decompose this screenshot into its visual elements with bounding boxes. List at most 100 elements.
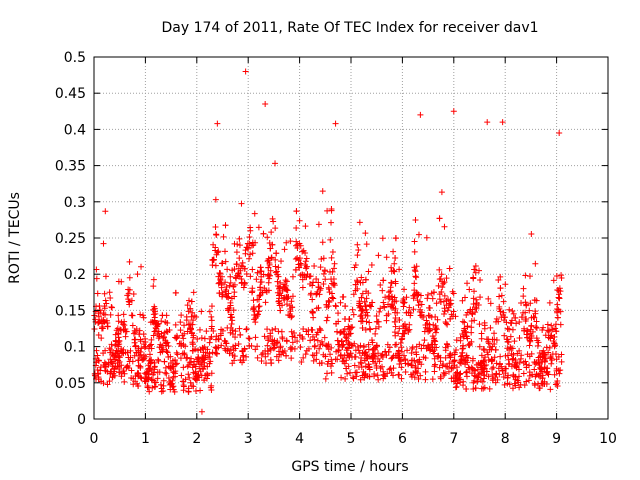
data-point: [181, 351, 188, 358]
data-point: [553, 273, 560, 280]
data-point: [210, 256, 217, 263]
data-point: [354, 343, 361, 350]
data-point: [386, 344, 393, 351]
data-point: [266, 261, 273, 268]
data-point: [358, 355, 365, 362]
y-axis-label: ROTI / TECUs: [7, 192, 23, 284]
data-point: [493, 370, 500, 377]
data-point: [411, 267, 418, 274]
data-point: [297, 344, 304, 351]
data-point: [237, 357, 244, 364]
data-point: [168, 365, 175, 372]
data-point: [375, 323, 382, 330]
data-point: [444, 307, 451, 314]
data-point: [476, 370, 483, 377]
data-point: [237, 331, 244, 338]
data-point: [249, 266, 256, 273]
data-point: [424, 295, 431, 302]
data-point: [472, 304, 479, 311]
data-point: [277, 307, 284, 314]
data-point: [369, 299, 376, 306]
data-point: [388, 369, 395, 376]
data-point: [183, 313, 190, 320]
data-point: [528, 323, 535, 330]
data-point: [506, 306, 513, 313]
data-point: [380, 299, 387, 306]
data-point: [302, 351, 309, 358]
data-point: [392, 254, 399, 261]
data-point: [98, 378, 105, 385]
data-point: [466, 286, 473, 293]
data-point: [523, 364, 530, 371]
data-point: [481, 319, 488, 326]
data-point: [518, 352, 525, 359]
data-point: [317, 327, 324, 334]
data-point: [523, 302, 530, 309]
data-point: [361, 298, 368, 305]
data-point: [429, 295, 436, 302]
data-point: [188, 325, 194, 332]
data-point: [275, 357, 282, 364]
data-point: [250, 297, 257, 304]
data-point: [385, 348, 392, 355]
y-tick-label: 0.2: [64, 267, 86, 283]
data-point: [501, 381, 508, 388]
data-point: [434, 352, 441, 359]
data-point: [373, 342, 380, 349]
data-point: [512, 382, 519, 389]
data-point: [343, 331, 350, 338]
data-point: [102, 311, 109, 318]
data-point: [118, 345, 125, 352]
data-point: [381, 372, 388, 379]
data-point: [365, 361, 372, 368]
data-point: [512, 373, 519, 380]
data-point: [158, 318, 165, 325]
data-point: [472, 269, 479, 276]
data-point: [532, 310, 539, 317]
data-point: [507, 333, 514, 340]
data-point: [181, 330, 188, 337]
data-point: [446, 300, 453, 307]
data-point: [483, 361, 490, 368]
data-point: [368, 337, 375, 344]
data-point: [157, 349, 164, 356]
data-point: [460, 333, 467, 340]
data-point: [223, 283, 230, 290]
x-tick-label: 6: [398, 431, 407, 447]
data-point: [523, 378, 530, 385]
data-point: [356, 219, 363, 226]
data-point: [338, 338, 345, 345]
data-point: [256, 292, 263, 299]
data-point: [289, 339, 296, 346]
data-point: [251, 210, 258, 217]
data-point: [554, 314, 561, 321]
data-point: [208, 317, 215, 324]
data-point: [463, 369, 470, 376]
data-point: [136, 353, 143, 360]
data-point: [554, 305, 561, 312]
data-point: [257, 279, 264, 286]
data-point: [185, 321, 192, 328]
data-point: [268, 229, 275, 236]
data-point: [436, 266, 443, 273]
data-point: [249, 250, 256, 257]
data-point: [337, 352, 344, 359]
data-point: [352, 353, 359, 360]
x-tick-label: 1: [141, 431, 150, 447]
data-point: [334, 328, 341, 335]
data-point: [448, 364, 455, 371]
data-point: [485, 295, 492, 302]
data-point: [259, 350, 266, 357]
data-point: [330, 281, 337, 288]
data-point: [325, 358, 332, 365]
data-point: [138, 263, 145, 270]
data-point: [472, 263, 479, 270]
data-point: [384, 370, 391, 377]
data-point: [516, 318, 523, 325]
data-point: [118, 373, 125, 380]
data-point: [534, 342, 541, 349]
data-point: [222, 258, 229, 265]
data-point: [279, 334, 286, 341]
data-point: [352, 287, 359, 294]
data-point: [234, 241, 241, 248]
